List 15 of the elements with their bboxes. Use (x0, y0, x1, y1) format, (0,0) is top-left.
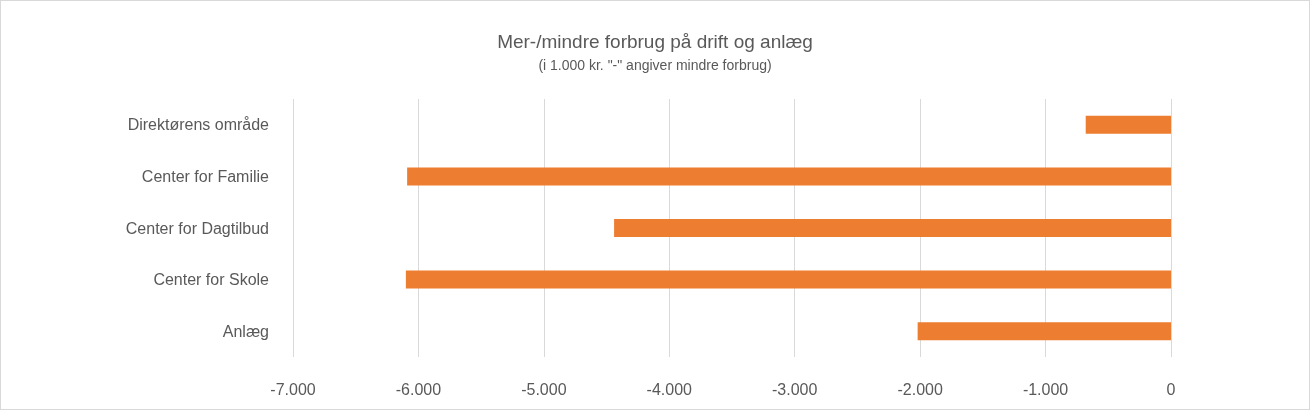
y-tick-label: Anlæg (222, 322, 269, 340)
x-tick-label: -7.000 (270, 380, 316, 398)
y-tick-label: Direktørens område (127, 116, 270, 134)
x-tick-label: -2.000 (897, 380, 943, 398)
y-tick-label: Center for Familie (141, 167, 270, 185)
x-tick-label: -3.000 (772, 380, 818, 398)
x-tick-label: -5.000 (521, 380, 567, 398)
y-tick-label: Center for Dagtilbud (125, 219, 269, 237)
y-tick-label: Center for Skole (153, 271, 270, 289)
chart-subtitle: (i 1.000 kr. "-" angiver mindre forbrug) (538, 57, 772, 73)
x-tick-label: 0 (1166, 380, 1176, 398)
x-tick-label: -1.000 (1022, 380, 1069, 398)
chart-title: Mer-/mindre forbrug på drift og anlæg (497, 31, 813, 52)
x-tick-label: -4.000 (646, 380, 693, 398)
x-tick-label: -6.000 (395, 380, 442, 398)
